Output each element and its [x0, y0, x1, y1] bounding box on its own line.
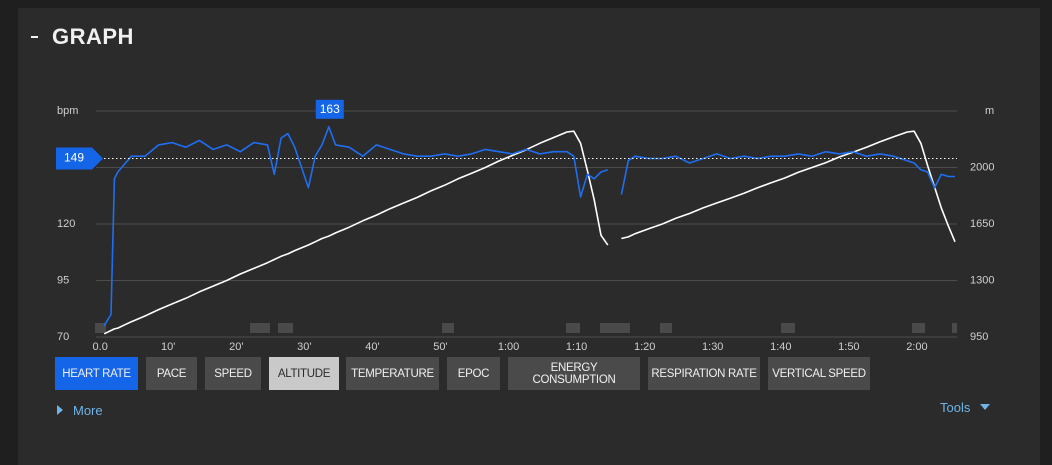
tab-button[interactable]: SPEED	[205, 357, 261, 390]
expand-icon	[57, 405, 63, 415]
tab-button[interactable]: ENERGY CONSUMPTION	[508, 357, 640, 390]
section-title: GRAPH	[52, 24, 134, 49]
x-tick-label: 1:20	[634, 341, 655, 353]
series-line	[103, 130, 956, 335]
x-tick-label: 50'	[433, 341, 447, 353]
more-link[interactable]: More	[73, 403, 103, 418]
max-label: 163	[320, 102, 340, 116]
lap-marker	[600, 323, 630, 333]
lap-marker	[660, 323, 672, 333]
tab-button[interactable]: PACE	[146, 357, 197, 390]
y-unit: bpm	[57, 105, 78, 117]
x-tick-label: 20'	[229, 341, 243, 353]
x-tick-label: 2:00	[906, 341, 927, 353]
y-tick-label: 95	[57, 274, 69, 286]
lap-markers	[95, 323, 957, 333]
y2-tick-label: 2000	[970, 161, 994, 173]
tools-link[interactable]: Tools	[940, 400, 971, 415]
y2-tick-label: 950	[970, 331, 988, 343]
x-tick-label: 1:30	[702, 341, 723, 353]
average-label: 149	[64, 151, 84, 165]
x-tick-label: 40'	[365, 341, 379, 353]
x-tick-label: 1:40	[770, 341, 791, 353]
lap-marker	[566, 323, 580, 333]
dropdown-icon	[980, 404, 990, 410]
x-tick-label: 1:50	[838, 341, 859, 353]
y2-tick-label: 1650	[970, 218, 994, 230]
lap-marker	[250, 323, 270, 333]
y2-unit: m	[985, 105, 994, 117]
x-tick-label: 0.0	[93, 341, 108, 353]
tab-button[interactable]: RESPIRATION RATE	[648, 357, 760, 390]
lap-marker	[781, 323, 795, 333]
lap-marker	[95, 323, 106, 333]
tab-button[interactable]: ALTITUDE	[269, 357, 339, 390]
x-tick-label: 30'	[297, 341, 311, 353]
y-tick-label: 70	[57, 331, 69, 343]
x-tick-label: 10'	[161, 341, 175, 353]
lap-marker	[912, 323, 925, 333]
tab-button[interactable]: TEMPERATURE	[346, 357, 439, 390]
average-marker	[56, 147, 103, 170]
x-tick-label: 1:00	[498, 341, 519, 353]
x-tick-label: 1:10	[566, 341, 587, 353]
max-marker	[315, 99, 344, 119]
y-tick-label: 120	[57, 218, 75, 230]
tab-button[interactable]: HEART RATE	[55, 357, 138, 390]
collapse-icon[interactable]	[31, 36, 38, 38]
lap-marker	[278, 323, 293, 333]
tab-button[interactable]: VERTICAL SPEED	[768, 357, 870, 390]
tab-button[interactable]: EPOC	[447, 357, 500, 390]
lap-marker	[952, 323, 957, 333]
y2-tick-label: 1300	[970, 274, 994, 286]
lap-marker	[442, 323, 454, 333]
series-line	[103, 126, 955, 327]
